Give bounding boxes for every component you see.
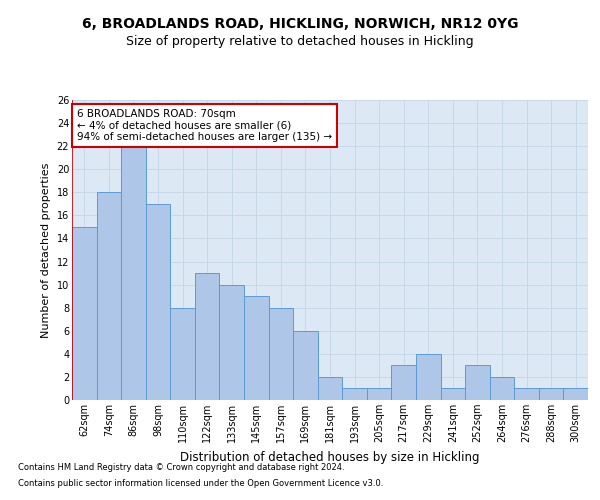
- Bar: [170, 308, 195, 400]
- Bar: [318, 377, 342, 400]
- Text: 6, BROADLANDS ROAD, HICKLING, NORWICH, NR12 0YG: 6, BROADLANDS ROAD, HICKLING, NORWICH, N…: [82, 18, 518, 32]
- Bar: [440, 388, 465, 400]
- Bar: [72, 227, 97, 400]
- X-axis label: Distribution of detached houses by size in Hickling: Distribution of detached houses by size …: [180, 450, 480, 464]
- Bar: [121, 146, 146, 400]
- Bar: [391, 366, 416, 400]
- Bar: [490, 377, 514, 400]
- Bar: [97, 192, 121, 400]
- Bar: [293, 331, 318, 400]
- Bar: [416, 354, 440, 400]
- Bar: [563, 388, 588, 400]
- Bar: [220, 284, 244, 400]
- Bar: [342, 388, 367, 400]
- Bar: [465, 366, 490, 400]
- Bar: [146, 204, 170, 400]
- Bar: [269, 308, 293, 400]
- Text: Size of property relative to detached houses in Hickling: Size of property relative to detached ho…: [126, 35, 474, 48]
- Text: 6 BROADLANDS ROAD: 70sqm
← 4% of detached houses are smaller (6)
94% of semi-det: 6 BROADLANDS ROAD: 70sqm ← 4% of detache…: [77, 109, 332, 142]
- Bar: [195, 273, 220, 400]
- Bar: [539, 388, 563, 400]
- Text: Contains HM Land Registry data © Crown copyright and database right 2024.: Contains HM Land Registry data © Crown c…: [18, 464, 344, 472]
- Y-axis label: Number of detached properties: Number of detached properties: [41, 162, 51, 338]
- Bar: [367, 388, 391, 400]
- Text: Contains public sector information licensed under the Open Government Licence v3: Contains public sector information licen…: [18, 478, 383, 488]
- Bar: [244, 296, 269, 400]
- Bar: [514, 388, 539, 400]
